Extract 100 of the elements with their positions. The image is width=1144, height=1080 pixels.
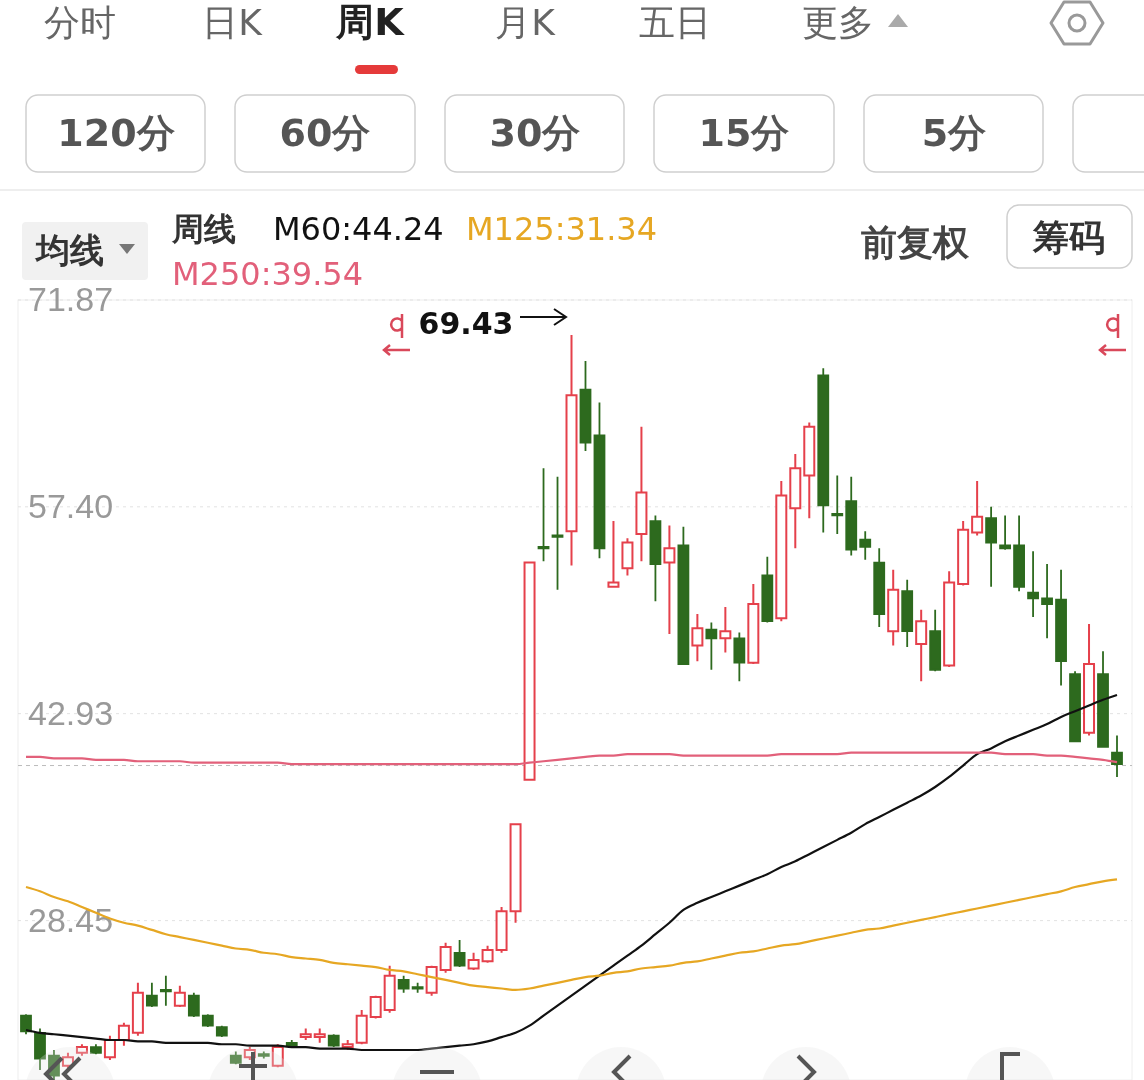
text: 均线 <box>34 230 104 270</box>
text: M60:44.24 <box>273 210 444 248</box>
candlestick <box>117 1021 130 1047</box>
candlestick <box>453 939 466 968</box>
text: 5分 <box>921 111 987 155</box>
candlestick <box>411 981 424 994</box>
candlestick <box>761 555 774 624</box>
candlestick <box>649 514 662 603</box>
candlestick <box>1083 623 1096 737</box>
text: 月K <box>495 2 557 43</box>
text: M250:39.54 <box>172 255 364 293</box>
candlestick <box>313 1027 326 1044</box>
text: 周K <box>335 0 406 44</box>
candlestick <box>201 1013 214 1029</box>
candlestick <box>985 505 998 588</box>
candlestick <box>943 570 956 668</box>
candlestick <box>537 467 550 563</box>
candlestick <box>369 994 382 1020</box>
candlestick <box>285 1039 298 1049</box>
candlestick <box>271 1043 284 1067</box>
candlestick <box>481 944 494 964</box>
candlestick <box>971 480 984 537</box>
y-tick-label: 71.87 <box>28 280 114 319</box>
candlestick <box>75 1043 88 1057</box>
candlestick <box>383 964 396 1014</box>
candlestick <box>691 613 704 663</box>
candlestick <box>817 367 830 534</box>
candlestick <box>397 974 410 994</box>
candlestick <box>90 1043 102 1056</box>
y-tick-label: 57.40 <box>28 487 114 526</box>
candlestick <box>1027 550 1039 618</box>
candlestick <box>1111 734 1123 778</box>
text: 分时 <box>44 2 116 43</box>
candlestick <box>873 547 886 628</box>
text: 筹码 <box>1032 217 1105 258</box>
candlestick <box>901 578 914 648</box>
text: 60分 <box>279 111 371 155</box>
candlestick <box>957 520 970 587</box>
candlestick <box>831 474 844 535</box>
line-series <box>24 693 1119 1052</box>
candlestick <box>131 981 144 1037</box>
candlestick <box>1013 514 1025 593</box>
candlestick <box>607 520 620 588</box>
text: 更多 <box>802 2 874 43</box>
text: 五日 <box>639 2 711 43</box>
candlestick <box>803 421 816 520</box>
candlestick <box>34 1027 46 1071</box>
candlestick <box>621 537 634 577</box>
candlestick <box>103 1034 116 1061</box>
candlestick <box>215 1024 228 1039</box>
candlestick <box>159 974 172 1007</box>
text: 120分 <box>57 111 175 155</box>
text: 日K <box>202 2 264 43</box>
candlestick <box>355 1008 368 1046</box>
candlestick <box>579 360 592 452</box>
candlestick <box>677 525 690 665</box>
candlestick <box>1069 670 1081 743</box>
text: 前复权 <box>861 222 970 263</box>
line-series <box>24 751 1119 766</box>
candlestick <box>775 480 788 623</box>
candlestick <box>705 621 718 671</box>
annotation: 69.43 <box>418 306 514 341</box>
candlestick <box>789 452 802 550</box>
candlestick <box>173 984 186 1009</box>
candlestick <box>327 1033 340 1049</box>
candlestick <box>299 1027 312 1041</box>
candlestick <box>929 608 942 673</box>
candlestick <box>635 425 648 563</box>
candlestick <box>257 1050 270 1060</box>
legend-title: 周线 <box>171 210 236 248</box>
candlestick <box>845 475 858 557</box>
y-tick-label: 42.93 <box>28 694 114 733</box>
text: 30分 <box>489 111 581 155</box>
candlestick <box>859 530 872 561</box>
line-series <box>24 878 1119 992</box>
candlestick <box>915 608 928 683</box>
candlestick <box>425 964 438 997</box>
candlestick <box>229 1050 242 1066</box>
candlestick <box>663 524 676 636</box>
candlestick <box>509 823 522 924</box>
candlestick <box>1097 650 1109 748</box>
candlestick <box>999 514 1011 551</box>
candlestick <box>719 605 732 654</box>
candlestick <box>1055 568 1067 687</box>
candlestick <box>887 568 900 647</box>
candlestick <box>1041 563 1053 640</box>
candlestick <box>747 583 760 666</box>
candlestick <box>551 475 564 591</box>
candlestick <box>495 906 508 954</box>
candlestick <box>733 631 746 683</box>
y-tick-label: 28.45 <box>28 901 114 940</box>
candlestick <box>565 333 578 567</box>
text: 15分 <box>698 111 790 155</box>
text: M125:31.34 <box>466 210 658 248</box>
candlestick <box>187 991 200 1019</box>
candlestick <box>145 981 158 1008</box>
candlestick <box>523 561 536 781</box>
candlestick <box>20 1013 32 1036</box>
candlestick <box>467 951 480 971</box>
candlestick <box>593 401 606 560</box>
